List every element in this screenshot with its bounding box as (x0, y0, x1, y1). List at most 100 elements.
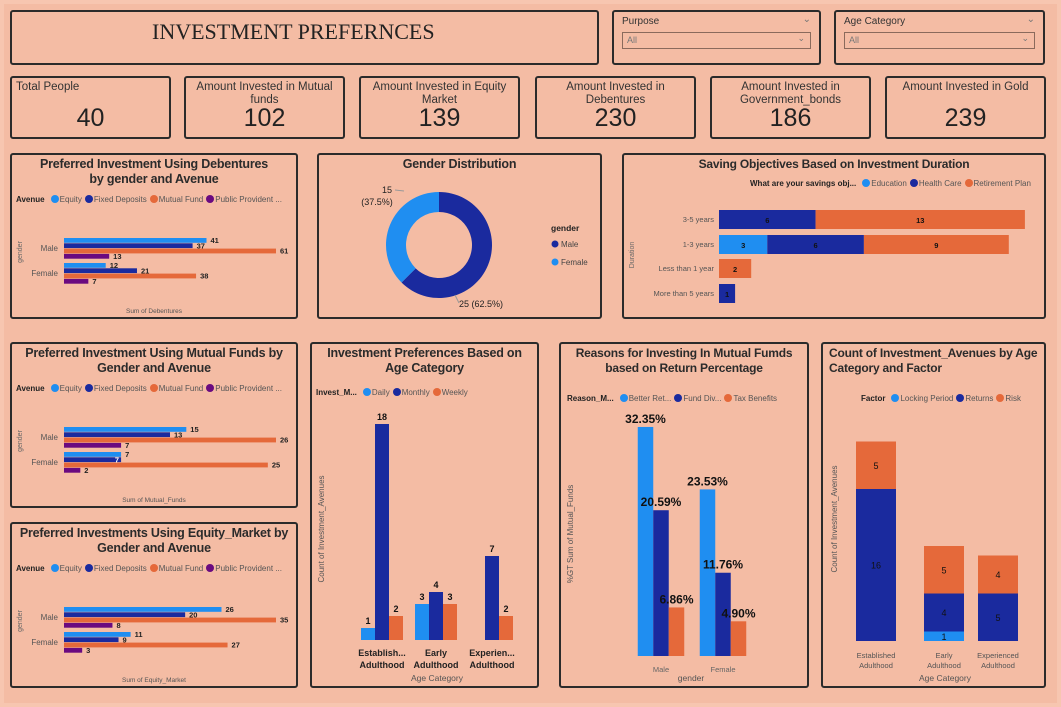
data-label: 1 (365, 616, 370, 626)
y-axis-label: gender (17, 240, 24, 262)
purpose-dropdown[interactable]: All ⌄ (622, 32, 811, 49)
legend-item[interactable]: Better Ret... (617, 394, 671, 403)
bar-segment (978, 555, 1018, 594)
bar (64, 622, 113, 628)
legend-item[interactable]: Returns (953, 394, 993, 403)
data-label: 13 (174, 430, 182, 439)
category-label: Established (857, 651, 896, 660)
legend-item[interactable]: Education (859, 179, 907, 188)
legend-dot-icon (392, 388, 401, 396)
data-label: 6 (814, 241, 818, 250)
x-axis-label: gender (678, 673, 705, 683)
legend-item[interactable]: Public Provident ... (203, 195, 282, 204)
category-label: Adulthood (470, 660, 515, 670)
age-category-chart: Investment Preferences Based on Age Cate… (310, 342, 539, 688)
legend-dot-icon (149, 195, 158, 203)
category-label: Early (425, 648, 447, 658)
bar-segment (924, 631, 964, 641)
category-label: Female (31, 638, 58, 647)
legend-label: Mutual Fund (158, 195, 204, 204)
data-label: 5 (995, 613, 1000, 623)
legend-item[interactable]: Mutual Fund (147, 384, 203, 393)
legend-title: Avenue (16, 384, 45, 393)
legend-title: Invest_M... (316, 388, 357, 397)
legend-item[interactable]: Monthly (390, 388, 430, 397)
bar (715, 572, 731, 656)
legend-item[interactable]: Risk (993, 394, 1021, 403)
legend-item[interactable]: Fund Div... (671, 394, 721, 403)
bar (64, 462, 268, 468)
chart-title: Preferred Investment Using Mutual Funds … (25, 346, 283, 375)
legend-item[interactable]: Public Provident ... (203, 564, 282, 573)
age-category-dropdown[interactable]: All ⌄ (844, 32, 1035, 49)
leader-line (394, 189, 405, 192)
legend-dot-icon (551, 240, 559, 248)
legend-item[interactable]: Retirement Plan (962, 179, 1031, 188)
legend-title: What are your savings obj... (750, 179, 857, 188)
kpi-value: 186 (769, 104, 812, 132)
kpi-label: Total People (16, 81, 80, 93)
bar (485, 556, 499, 640)
legend-dot-icon (362, 388, 371, 396)
data-label: 18 (377, 412, 387, 422)
y-axis-label: Count of Investment_Avenues (317, 475, 326, 582)
bar (64, 612, 186, 618)
legend-dot-icon (206, 564, 215, 572)
bar (64, 442, 122, 448)
legend-item[interactable]: Tax Benefits (721, 394, 777, 403)
mutual-funds-chart: Preferred Investment Using Mutual Funds … (10, 342, 298, 508)
legend-item[interactable]: Equity (48, 564, 82, 573)
legend-item[interactable]: Weekly (430, 388, 468, 397)
bar (64, 248, 276, 254)
legend-label: Returns (965, 394, 994, 403)
legend-label: Equity (59, 384, 82, 393)
y-axis-label: Duration (629, 242, 636, 269)
data-label: 13 (916, 216, 924, 225)
purpose-selected-value: All (627, 35, 638, 45)
legend-item[interactable]: Mutual Fund (147, 195, 203, 204)
bar (499, 616, 513, 640)
legend-dot-icon (891, 394, 900, 402)
bar (64, 253, 110, 259)
bar (668, 607, 685, 656)
legend-item[interactable]: Mutual Fund (147, 564, 203, 573)
legend-dot-icon (149, 384, 158, 392)
legend-item[interactable]: Locking Period (888, 394, 953, 403)
collapse-chevron-icon[interactable]: ⌄ (802, 14, 811, 25)
kpi-label: Amount Invested in Debentures (566, 81, 665, 106)
data-label: 6 (765, 216, 769, 225)
legend-item[interactable]: Fixed Deposits (82, 564, 147, 573)
bar (730, 621, 747, 656)
legend-title: Avenue (16, 564, 45, 573)
y-axis-label: %GT Sum of Mutual_Funds (566, 485, 575, 584)
age-category-selected-value: All (849, 35, 860, 45)
legend-item[interactable]: Equity (48, 195, 82, 204)
legend-item[interactable]: Equity (48, 384, 82, 393)
legend-item[interactable]: Fixed Deposits (82, 195, 147, 204)
legend-label: Public Provident ... (215, 384, 282, 393)
kpi-value: 139 (418, 104, 461, 132)
bar-segment (978, 593, 1018, 641)
category-label: Female (31, 269, 58, 278)
data-label: 6.86% (659, 592, 693, 606)
legend-dot-icon (432, 388, 441, 396)
bar (361, 628, 375, 640)
bar-segment (719, 235, 768, 254)
legend-item[interactable]: Health Care (907, 179, 962, 188)
data-label: 20.59% (641, 495, 682, 509)
legend-label: Mutual Fund (158, 384, 204, 393)
data-label: 11 (135, 630, 143, 639)
kpi-value: 40 (76, 104, 105, 132)
legend-item[interactable]: Fixed Deposits (82, 384, 147, 393)
legend-item[interactable]: Daily (360, 388, 390, 397)
data-label: 7 (115, 455, 119, 464)
data-label: 13 (113, 252, 121, 261)
chart-plot: gender Male 41 37 61 13 Female 12 21 38 7 Sum of De… (17, 236, 288, 315)
kpi-debentures: Amount Invested in Debentures 230 (535, 76, 696, 139)
legend-label: Education (871, 179, 907, 188)
kpi-value: 102 (243, 104, 286, 132)
collapse-chevron-icon[interactable]: ⌄ (1026, 14, 1035, 25)
data-label: 32.35% (625, 412, 666, 426)
legend-item[interactable]: Public Provident ... (203, 384, 282, 393)
chart-legend: Factor Locking Period Returns Risk (861, 394, 1021, 403)
